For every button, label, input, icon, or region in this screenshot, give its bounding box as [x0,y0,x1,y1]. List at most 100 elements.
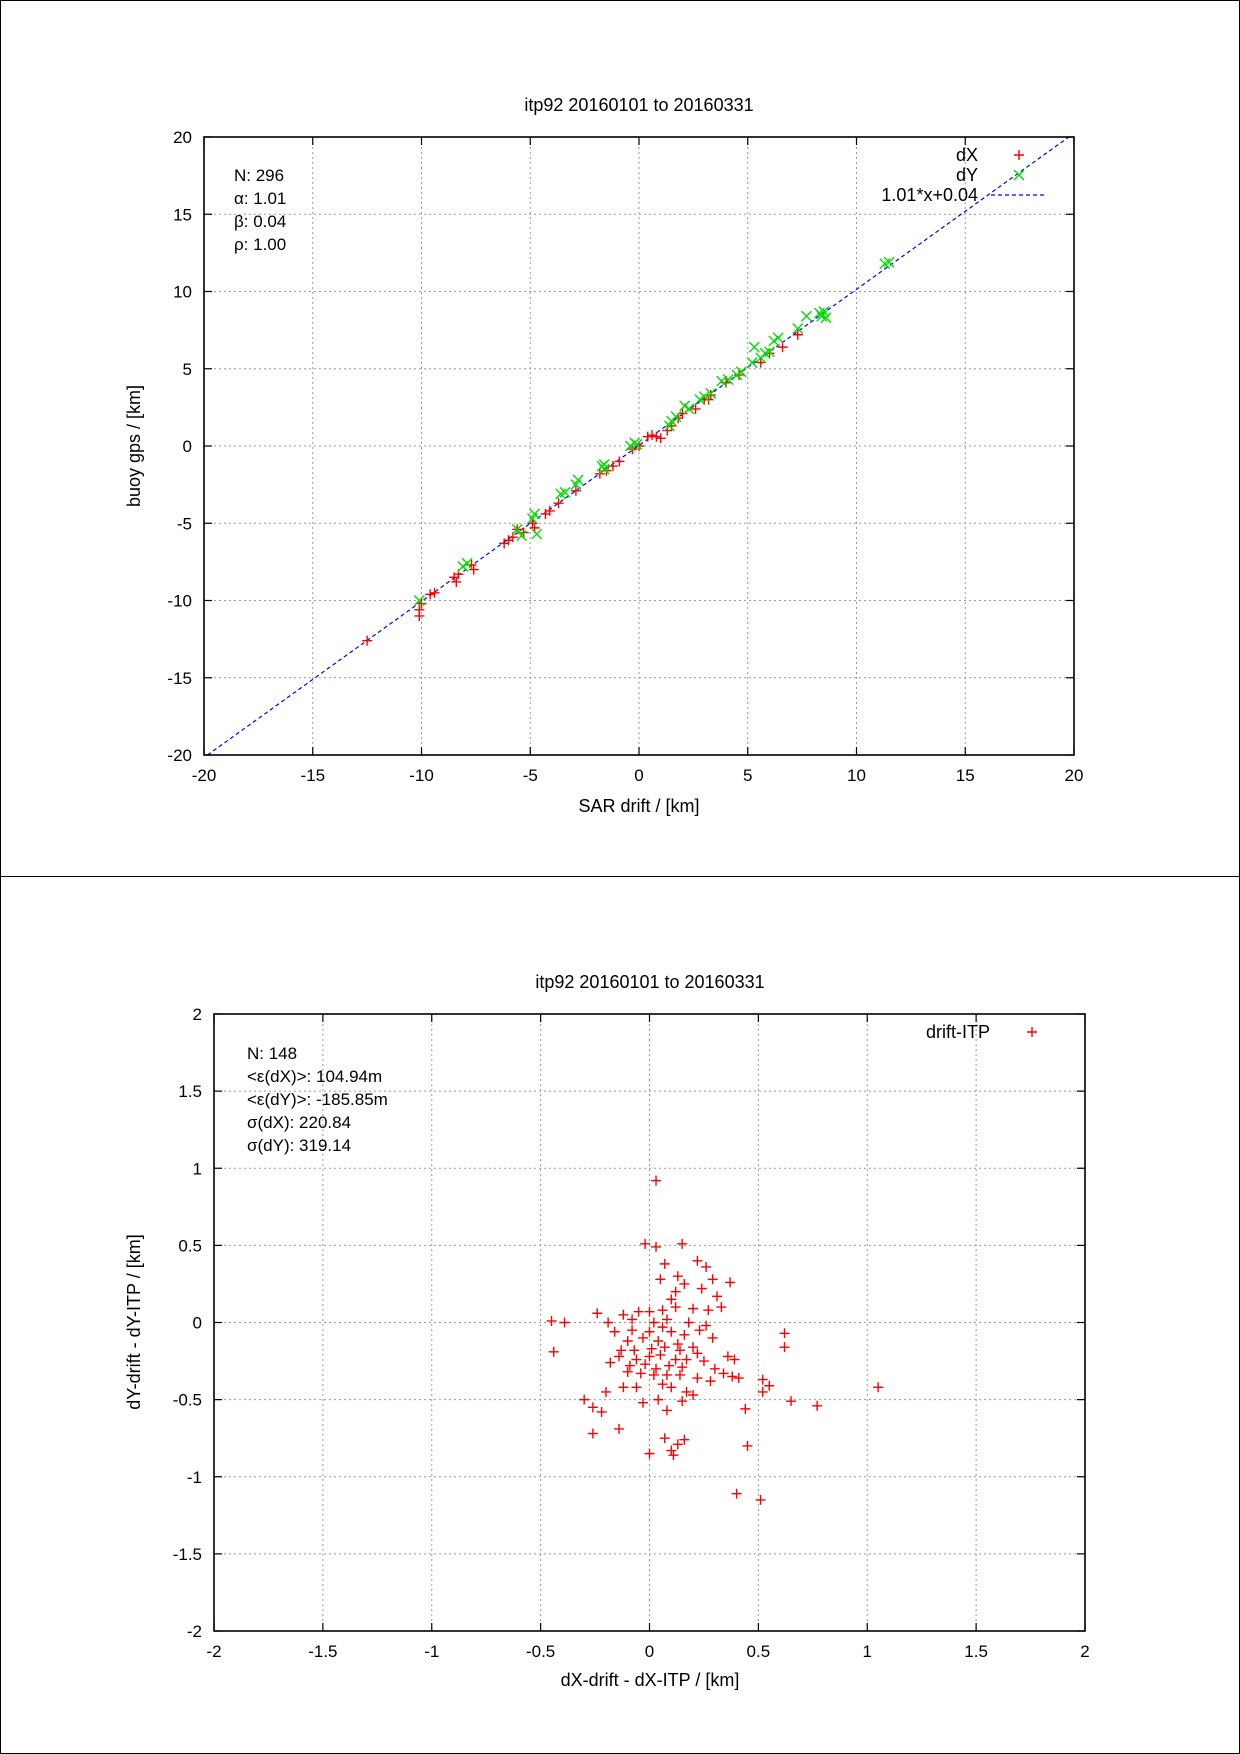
chart-panel-drift-error: -2 -1.5 -1 -0.5 0 0.5 1 1.5 2 -2 -1.5 -1 -0.5 0 0.5 1 1.… [0,877,1240,1754]
data-point-drift-itp [742,1440,753,1451]
data-point-drift-itp [622,1336,633,1347]
data-point-drift-itp [701,1320,712,1331]
data-point-dx [451,576,462,587]
stat-sigma-dy: σ(dY): 319.14 [247,1136,351,1155]
y-tick-label: 15 [173,205,192,224]
data-point-dy [683,403,695,415]
stat-n: N: 296 [234,166,284,185]
data-point-drift-itp [653,1336,664,1347]
data-point-drift-itp [764,1380,775,1391]
y-tick-label: 5 [183,360,192,379]
stat-sigma-dx: σ(dX): 220.84 [247,1113,351,1132]
data-point-dy [716,375,728,387]
data-point-dy [531,528,543,540]
data-point-drift-itp [614,1423,625,1434]
data-point-drift-itp [716,1302,727,1313]
data-point-drift-itp [648,1369,659,1380]
data-point-drift-itp [672,1439,683,1450]
data-point-drift-itp [707,1332,718,1343]
x-tick-label: -15 [300,766,325,785]
stat-rho: ρ: 1.00 [234,235,286,254]
x-axis-label: SAR drift / [km] [578,796,699,816]
data-point-dy [516,530,528,542]
data-point-dx [527,518,538,529]
data-point-drift-itp [616,1345,627,1356]
x-tick-label: -5 [523,766,538,785]
data-point-dy [883,256,895,268]
data-point-drift-itp [644,1448,655,1459]
y-tick-label: -0.5 [173,1391,202,1410]
data-point-dy [698,391,710,403]
data-point-drift-itp [579,1394,590,1405]
data-point-drift-itp [692,1255,703,1266]
y-tick-label: 20 [173,128,192,147]
data-point-dx [570,485,581,496]
data-point-drift-itp [631,1382,642,1393]
data-point-drift-itp [618,1382,629,1393]
data-point-drift-itp [624,1360,635,1371]
data-point-drift-itp [644,1326,655,1337]
data-point-drift-itp [677,1362,688,1373]
data-point-drift-itp [655,1349,666,1360]
data-point-dy [461,557,473,569]
data-point-dx [362,635,373,646]
data-point-drift-itp [688,1342,699,1353]
data-point-dx [764,348,775,359]
legend-label-dx: dX [956,145,978,165]
data-point-dy [792,323,804,335]
y-tick-label: 0 [183,437,192,456]
y-tick-label: 1.5 [178,1082,202,1101]
data-point-drift-itp [661,1314,672,1325]
x-tick-label: 1.5 [964,1642,988,1661]
data-point-drift-itp [651,1363,662,1374]
data-point-drift-itp [718,1368,729,1379]
data-point-drift-itp [627,1325,638,1336]
data-point-drift-itp [674,1369,685,1380]
chart-title: itp92 20160101 to 20160331 [535,972,764,992]
x-tick-label: 15 [956,766,975,785]
data-point-drift-itp [703,1305,714,1316]
data-point-drift-itp [587,1428,598,1439]
x-tick-label: 2 [1080,1642,1089,1661]
data-point-drift-itp [733,1373,744,1384]
drift-error-chart: -2 -1.5 -1 -0.5 0 0.5 1 1.5 2 -2 -1.5 -1 -0.5 0 0.5 1 1.… [124,972,1090,1690]
data-point-dy [772,332,784,344]
data-point-drift-itp [729,1354,740,1365]
data-point-dy [735,366,747,378]
data-point-drift-itp [679,1278,690,1289]
stat-n: N: 148 [247,1044,297,1063]
data-point-drift-itp [873,1382,884,1393]
data-point-drift-itp [696,1283,707,1294]
chart-panel-drift-correlation: -20 -15 -10 -5 0 5 10 15 20 -20 -15 -10 -5 0 5 10 15 20 i… [0,0,1240,877]
data-point-drift-itp [635,1368,646,1379]
data-point-drift-itp [694,1325,705,1336]
data-point-dy [818,306,830,318]
data-point-dx [425,589,436,600]
data-point-drift-itp [631,1354,642,1365]
x-tick-label: 0 [645,1642,654,1661]
data-point-drift-itp [666,1326,677,1337]
data-point-drift-itp [644,1306,655,1317]
stat-mean-dx: <ε(dX)>: 104.94m [247,1067,382,1086]
stat-alpha: α: 1.01 [234,189,286,208]
legend-marker-drift-itp [1027,1027,1037,1037]
grid-lines [204,137,1074,755]
data-point-dy [598,463,610,475]
data-point-drift-itp [692,1348,703,1359]
data-point-dx [777,342,788,353]
data-point-dy [631,438,643,450]
data-point-drift-itp [559,1317,570,1328]
data-point-drift-itp [740,1403,751,1414]
data-point-dy [529,508,541,520]
data-point-drift-itp [683,1317,694,1328]
data-point-drift-itp [587,1402,598,1413]
fit-line-layer [207,136,1070,756]
data-point-drift-itp [646,1343,657,1354]
data-point-drift-itp [629,1345,640,1356]
stat-mean-dy: <ε(dY)>: -185.85m [247,1090,388,1109]
data-point-dx [544,505,555,516]
data-point-drift-itp [757,1374,768,1385]
fit-line [207,136,1070,756]
legend-label-drift-itp: drift-ITP [926,1022,990,1042]
x-tick-label: -10 [409,766,434,785]
